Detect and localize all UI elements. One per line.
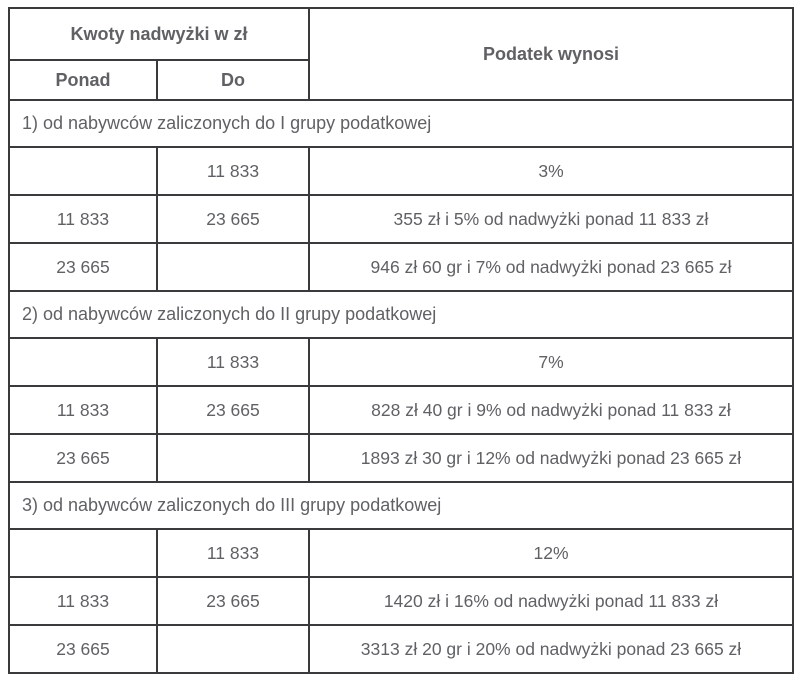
table-row: 11 833 23 665 828 zł 40 gr i 9% od nadwy… [8, 385, 794, 435]
cell-do: 23 665 [156, 385, 310, 435]
section-1-header-row: 1) od nabywców zaliczonych do I grupy po… [8, 99, 794, 148]
cell-ponad [8, 146, 158, 196]
cell-tax: 828 zł 40 gr i 9% od nadwyżki ponad 11 8… [308, 385, 794, 435]
cell-do: 11 833 [156, 146, 310, 196]
cell-do: 23 665 [156, 576, 310, 626]
cell-tax: 3313 zł 20 gr i 20% od nadwyżki ponad 23… [308, 624, 794, 674]
table-row: 23 665 1893 zł 30 gr i 12% od nadwyżki p… [8, 433, 794, 483]
section-3-header-row: 3) od nabywców zaliczonych do III grupy … [8, 481, 794, 530]
header-kwoty-nadwyzki: Kwoty nadwyżki w zł [8, 7, 310, 61]
cell-ponad: 11 833 [8, 576, 158, 626]
cell-tax: 12% [308, 528, 794, 578]
cell-ponad: 23 665 [8, 624, 158, 674]
cell-tax: 1893 zł 30 gr i 12% od nadwyżki ponad 23… [308, 433, 794, 483]
cell-do [156, 242, 310, 292]
section-1-label: 1) od nabywców zaliczonych do I grupy po… [8, 99, 794, 148]
table-row: 11 833 23 665 355 zł i 5% od nadwyżki po… [8, 194, 794, 244]
cell-tax: 1420 zł i 16% od nadwyżki ponad 11 833 z… [308, 576, 794, 626]
cell-do: 11 833 [156, 337, 310, 387]
cell-ponad [8, 337, 158, 387]
table-row: 11 833 12% [8, 528, 794, 578]
table-row: 23 665 3313 zł 20 gr i 20% od nadwyżki p… [8, 624, 794, 674]
table-row: 23 665 946 zł 60 gr i 7% od nadwyżki pon… [8, 242, 794, 292]
table-row: 11 833 7% [8, 337, 794, 387]
cell-do: 23 665 [156, 194, 310, 244]
header-do: Do [156, 59, 310, 101]
section-2-header-row: 2) od nabywców zaliczonych do II grupy p… [8, 290, 794, 339]
cell-ponad: 11 833 [8, 194, 158, 244]
cell-ponad: 11 833 [8, 385, 158, 435]
cell-ponad [8, 528, 158, 578]
cell-do [156, 433, 310, 483]
section-2-label: 2) od nabywców zaliczonych do II grupy p… [8, 290, 794, 339]
table-row: 11 833 23 665 1420 zł i 16% od nadwyżki … [8, 576, 794, 626]
cell-tax: 3% [308, 146, 794, 196]
cell-tax: 355 zł i 5% od nadwyżki ponad 11 833 zł [308, 194, 794, 244]
section-3-label: 3) od nabywców zaliczonych do III grupy … [8, 481, 794, 530]
header-podatek-wynosi: Podatek wynosi [308, 7, 794, 101]
cell-tax: 946 zł 60 gr i 7% od nadwyżki ponad 23 6… [308, 242, 794, 292]
page: Kwoty nadwyżki w zł Podatek wynosi Ponad… [8, 7, 794, 674]
tax-brackets-table: Kwoty nadwyżki w zł Podatek wynosi Ponad… [8, 7, 794, 674]
header-row-columns: Ponad Do [8, 59, 793, 101]
header-ponad: Ponad [8, 59, 158, 101]
cell-do [156, 624, 310, 674]
cell-tax: 7% [308, 337, 794, 387]
header-row-group: Kwoty nadwyżki w zł Podatek wynosi [8, 7, 794, 101]
cell-do: 11 833 [156, 528, 310, 578]
cell-ponad: 23 665 [8, 433, 158, 483]
table-row: 11 833 3% [8, 146, 794, 196]
cell-ponad: 23 665 [8, 242, 158, 292]
